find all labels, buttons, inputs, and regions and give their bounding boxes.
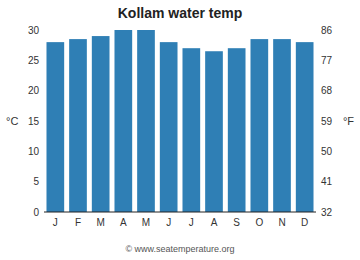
x-tick-label: M bbox=[96, 217, 104, 228]
y2-tick-label: 59 bbox=[321, 116, 333, 127]
bar bbox=[114, 30, 132, 212]
y-tick-label: 25 bbox=[28, 55, 40, 66]
chart-container: Kollam water temp 0 5 10 15 20 25 30 °C 32 41 50 59 6… bbox=[0, 0, 360, 260]
bar bbox=[46, 42, 64, 212]
bars bbox=[46, 30, 313, 212]
y2-tick-label: 50 bbox=[321, 146, 333, 157]
y-tick-label: 5 bbox=[33, 176, 39, 187]
bar bbox=[160, 42, 178, 212]
y2-tick-label: 68 bbox=[321, 85, 333, 96]
x-tick-label: D bbox=[301, 217, 308, 228]
chart-title: Kollam water temp bbox=[118, 5, 242, 21]
y2-axis-label: °F bbox=[343, 115, 354, 127]
x-tick-label: A bbox=[120, 217, 127, 228]
y-axis-label: °C bbox=[6, 115, 18, 127]
bar bbox=[182, 48, 200, 212]
y-tick-label: 30 bbox=[28, 25, 40, 36]
x-tick-label: M bbox=[142, 217, 150, 228]
bar bbox=[92, 36, 110, 212]
chart-svg: Kollam water temp 0 5 10 15 20 25 30 °C 32 41 50 59 6… bbox=[0, 0, 360, 260]
x-tick-label: A bbox=[211, 217, 218, 228]
bar bbox=[205, 51, 223, 212]
bar bbox=[273, 39, 291, 212]
bar bbox=[69, 39, 87, 212]
y-tick-label: 0 bbox=[33, 207, 39, 218]
y-tick-label: 20 bbox=[28, 85, 40, 96]
y2-tick-label: 77 bbox=[321, 55, 333, 66]
x-tick-label: F bbox=[75, 217, 81, 228]
x-tick-label: J bbox=[53, 217, 58, 228]
x-tick-label: J bbox=[166, 217, 171, 228]
x-tick-label: J bbox=[189, 217, 194, 228]
y2-tick-label: 86 bbox=[321, 25, 333, 36]
watermark: © www.seatemperature.org bbox=[125, 244, 234, 254]
x-tick-label: O bbox=[255, 217, 263, 228]
x-tick-label: S bbox=[233, 217, 240, 228]
y-tick-label: 15 bbox=[28, 116, 40, 127]
bar bbox=[137, 30, 155, 212]
bar bbox=[250, 39, 268, 212]
bar bbox=[296, 42, 314, 212]
x-tick-label: N bbox=[278, 217, 285, 228]
y-tick-label: 10 bbox=[28, 146, 40, 157]
y2-tick-label: 32 bbox=[321, 207, 333, 218]
y2-tick-label: 41 bbox=[321, 176, 333, 187]
bar bbox=[228, 48, 246, 212]
baseline bbox=[44, 212, 316, 213]
